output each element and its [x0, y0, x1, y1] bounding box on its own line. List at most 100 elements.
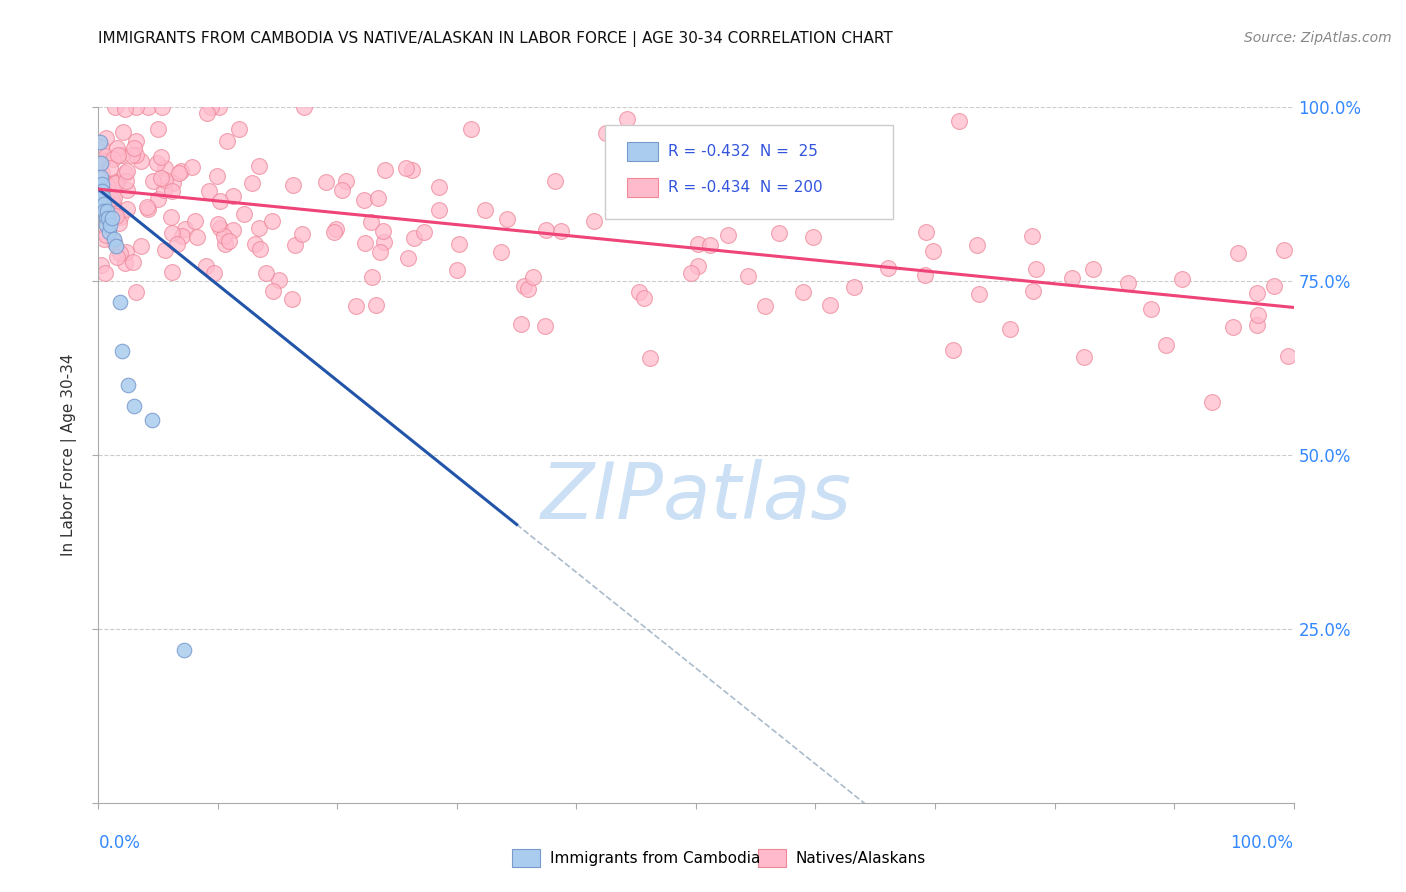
Point: [942, 343, 965, 357]
Point: [449, 236, 471, 251]
Point: [90, 155, 112, 169]
Point: [489, 245, 512, 260]
Point: [522, 269, 544, 284]
Point: [1246, 286, 1268, 301]
Point: [686, 237, 709, 252]
Point: [1201, 395, 1223, 409]
Point: [90, 206, 112, 220]
Point: [583, 214, 606, 228]
Point: [915, 226, 938, 240]
Point: [173, 642, 195, 657]
Point: [97, 211, 120, 226]
Point: [1277, 349, 1299, 363]
Point: [325, 222, 347, 236]
Point: [150, 100, 173, 114]
Point: [243, 237, 266, 252]
Point: [94, 266, 117, 280]
Point: [105, 140, 128, 154]
Point: [371, 224, 394, 238]
Point: [117, 378, 139, 392]
Point: [1073, 350, 1095, 364]
Point: [97, 201, 120, 215]
Point: [114, 102, 136, 116]
Point: [427, 202, 450, 217]
Point: [93, 204, 115, 219]
Point: [754, 299, 776, 313]
Point: [804, 154, 827, 169]
Point: [291, 227, 314, 241]
Point: [172, 229, 194, 244]
Text: 0.0%: 0.0%: [98, 834, 141, 852]
Point: [240, 176, 263, 190]
Point: [446, 263, 468, 277]
Text: R = -0.432  N =  25: R = -0.432 N = 25: [668, 145, 818, 159]
Point: [353, 193, 375, 207]
Point: [292, 100, 315, 114]
Point: [655, 151, 678, 165]
Point: [166, 237, 188, 252]
Point: [693, 178, 716, 193]
Point: [101, 192, 124, 206]
Point: [948, 114, 970, 128]
Point: [111, 148, 134, 162]
Text: 100.0%: 100.0%: [1230, 834, 1294, 852]
Text: Natives/Alaskans: Natives/Alaskans: [796, 851, 927, 865]
Point: [1227, 246, 1250, 260]
Point: [633, 292, 655, 306]
Point: [209, 221, 232, 235]
Point: [818, 298, 841, 312]
Point: [146, 122, 169, 136]
Point: [262, 284, 284, 298]
Point: [413, 226, 436, 240]
Point: [921, 244, 943, 258]
Point: [998, 321, 1021, 335]
Point: [1081, 262, 1104, 277]
Point: [94, 211, 117, 226]
Point: [1116, 277, 1139, 291]
Point: [688, 259, 710, 273]
Point: [247, 221, 270, 235]
Point: [367, 191, 389, 205]
Point: [91, 197, 114, 211]
Point: [616, 112, 638, 126]
Point: [966, 238, 988, 252]
Point: [105, 210, 128, 224]
Point: [877, 260, 900, 275]
Point: [153, 172, 176, 186]
Point: [94, 199, 117, 213]
Point: [842, 280, 865, 294]
Point: [91, 190, 114, 204]
Point: [402, 231, 425, 245]
Point: [1154, 338, 1177, 352]
Point: [1247, 308, 1270, 322]
Point: [262, 214, 284, 228]
Point: [195, 259, 218, 273]
Point: [284, 237, 307, 252]
Point: [374, 163, 396, 178]
Text: Source: ZipAtlas.com: Source: ZipAtlas.com: [1244, 31, 1392, 45]
Point: [737, 269, 759, 284]
Point: [801, 230, 824, 244]
Point: [679, 266, 702, 280]
Point: [90, 140, 112, 154]
Point: [1272, 244, 1295, 258]
Point: [90, 218, 112, 232]
Point: [90, 169, 112, 184]
Point: [103, 191, 125, 205]
Point: [162, 177, 184, 191]
Point: [460, 122, 482, 136]
Point: [146, 156, 169, 170]
Point: [169, 166, 191, 180]
Point: [218, 234, 240, 248]
Point: [247, 159, 270, 173]
Point: [149, 150, 172, 164]
Point: [150, 170, 173, 185]
Point: [122, 254, 145, 268]
Point: [105, 176, 128, 190]
Point: [209, 194, 232, 208]
Point: [174, 221, 197, 235]
Point: [1021, 229, 1043, 244]
Point: [114, 174, 136, 188]
Point: [427, 179, 450, 194]
Point: [91, 153, 114, 167]
